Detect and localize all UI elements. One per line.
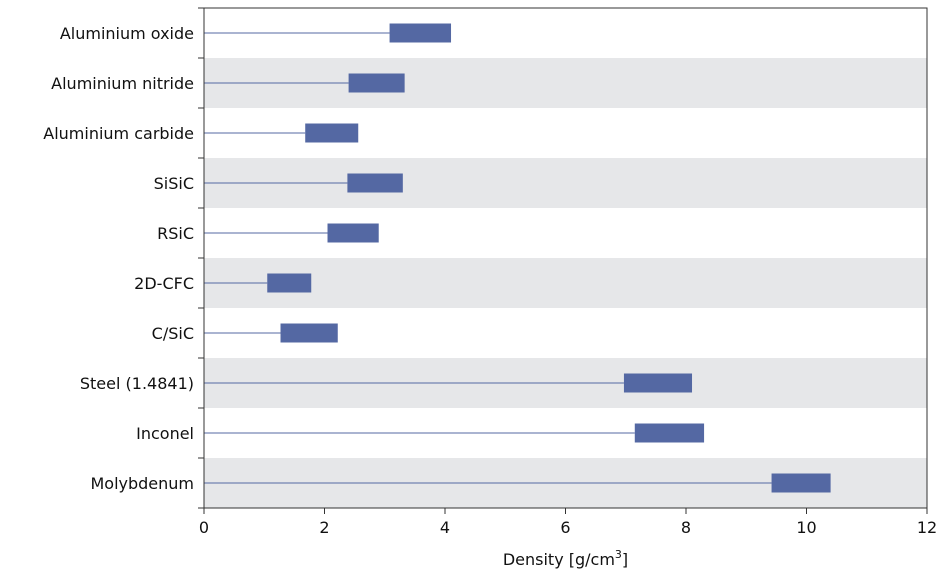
x-tick-label: 6 xyxy=(560,518,570,537)
range-bar xyxy=(389,23,452,43)
x-tick-label: 8 xyxy=(681,518,691,537)
category-label: Aluminium nitride xyxy=(51,74,194,93)
category-label: RSiC xyxy=(157,224,194,243)
category-label: SiSiC xyxy=(154,174,194,193)
category-label: Inconel xyxy=(136,424,194,443)
range-bar xyxy=(280,323,338,343)
range-bar xyxy=(305,123,359,143)
axes xyxy=(198,7,928,514)
x-tick-label: 0 xyxy=(199,518,209,537)
x-axis-title-end: ] xyxy=(622,550,628,569)
category-label: 2D-CFC xyxy=(134,274,194,293)
range-bar xyxy=(623,373,693,393)
x-tick-label: 10 xyxy=(796,518,816,537)
category-label: Aluminium carbide xyxy=(43,124,194,143)
category-label: Aluminium oxide xyxy=(60,24,194,43)
x-tick-label: 2 xyxy=(319,518,329,537)
range-bar xyxy=(327,223,379,243)
category-label: Steel (1.4841) xyxy=(80,374,194,393)
range-bar xyxy=(347,173,403,193)
category-label: Molybdenum xyxy=(90,474,194,493)
x-tick-labels: 0 2 4 6 8 10 12 xyxy=(199,518,937,537)
row-band xyxy=(204,258,927,308)
category-labels: Aluminium oxide Aluminium nitride Aluminiu… xyxy=(43,24,194,493)
x-tick-label: 4 xyxy=(440,518,450,537)
range-bars xyxy=(267,23,831,493)
category-label: C/SiC xyxy=(152,324,194,343)
range-bar xyxy=(267,273,312,293)
x-axis-title: Density [g/cm3] xyxy=(503,548,628,569)
range-bar xyxy=(634,423,705,443)
x-axis-title-main: Density [g/cm xyxy=(503,550,615,569)
range-bar xyxy=(771,473,831,493)
range-lead-lines xyxy=(204,32,772,484)
x-tick-label: 12 xyxy=(917,518,937,537)
x-axis-title-sup: 3 xyxy=(615,548,622,561)
range-bar xyxy=(348,73,405,93)
